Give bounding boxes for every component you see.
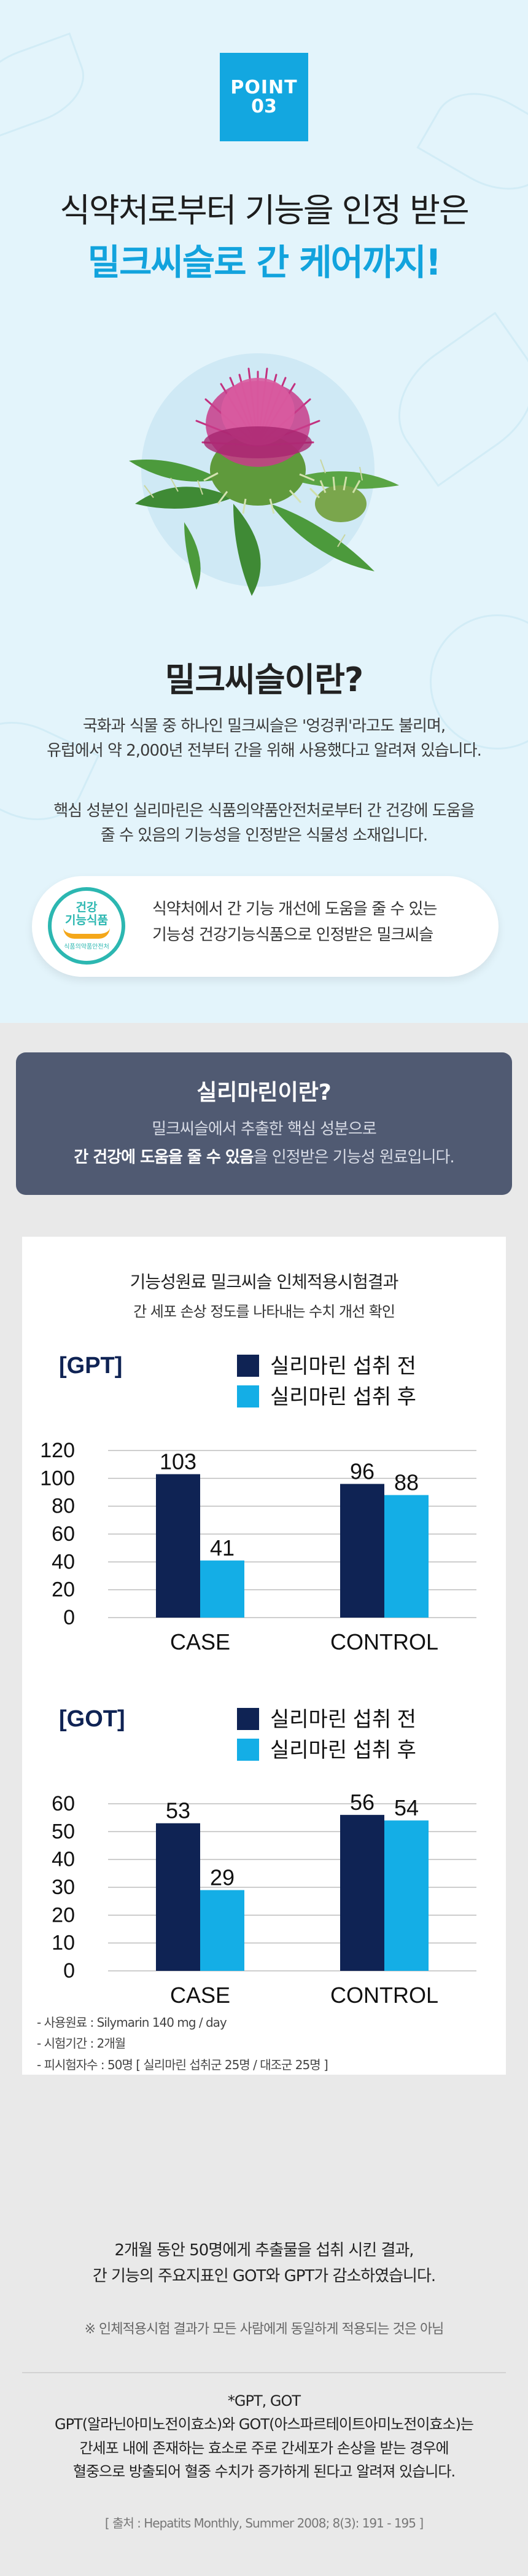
footnote-line: 혈중으로 방출되어 혈중 수치가 증가하게 된다고 알려져 있습니다. [72, 2463, 456, 2481]
divider [22, 2372, 506, 2373]
logo-arc [63, 928, 110, 939]
legend-swatch [237, 1708, 259, 1730]
bar [156, 1823, 200, 1971]
silymarin-description: 핵심 성분인 실리마린은 식품의약품안전처로부터 간 건강에 도움을 줄 수 있… [0, 799, 528, 848]
y-tick-label: 40 [52, 1550, 75, 1573]
study-subtitle: 간 세포 손상 정도를 나타내는 수치 개선 확인 [133, 1303, 395, 1320]
text-line: 줄 수 있음의 기능성을 인정받은 식물성 소재입니다. [100, 826, 428, 845]
note-line: - 피시험자수 : 50명 [ 실리마린 섭취군 25명 / 대조군 25명 ] [37, 2057, 328, 2072]
text-line: 핵심 성분인 실리마린은 식품의약품안전처로부터 간 건강에 도움을 [53, 802, 475, 820]
text-line: 유럽에서 약 2,000년 전부터 간을 위해 사용했다고 알려져 있습니다. [47, 742, 482, 761]
heading-sub: 식약처로부터 기능을 인정 받은 [60, 191, 469, 230]
data-label: 54 [394, 1795, 419, 1820]
study-results-card: 기능성원료 밀크씨슬 인체적용시험결과 간 세포 손상 정도를 나타내는 수치 … [22, 1237, 506, 2075]
x-tick-label: CASE [170, 1983, 230, 2008]
silymarin-title: 실리마린이란? [196, 1080, 332, 1105]
logo-text: 식품의약품안전처 [64, 944, 109, 951]
bar [340, 1815, 384, 1971]
y-tick-label: 80 [52, 1495, 75, 1518]
text-line: 간 기능의 주요지표인 GOT와 GPT가 감소하였습니다. [92, 2266, 436, 2285]
heading-main: 밀크씨슬로 간 케어까지! [87, 241, 441, 283]
silymarin-info-box: 실리마린이란? 밀크씨슬에서 추출한 핵심 성분으로 간 건강에 도움을 줄 수… [16, 1052, 512, 1195]
study-conclusion: 2개월 동안 50명에게 추출물을 섭취 시킨 결과, 간 기능의 주요지표인 … [0, 2238, 528, 2289]
legend-label: 실리마린 섭취 후 [270, 1385, 416, 1409]
legend-swatch [237, 1739, 259, 1761]
silymarin-highlight: 간 건강에 도움을 줄 수 있음 [74, 1148, 254, 1167]
study-notes: - 사용원료 : Silymarin 140 mg / day - 시험기간 :… [37, 2012, 328, 2075]
source-citation: [ 출처 : Hepatits Monthly, Summer 2008; 8(… [104, 2516, 424, 2531]
data-label: 29 [210, 1865, 235, 1890]
footnote-line: *GPT, GOT [227, 2392, 301, 2410]
point-badge-label: POINT [230, 76, 298, 98]
text-line: 식약처에서 간 기능 개선에 도움을 줄 수 있는 [152, 900, 437, 918]
milk-thistle-flower-image [92, 319, 436, 602]
data-label: 96 [350, 1458, 375, 1484]
footnote: *GPT, GOT GPT(알라닌아미노전이효소)와 GOT(아스파르테이트아미… [0, 2389, 528, 2484]
silymarin-line1: 밀크씨슬에서 추출한 핵심 성분으로 [152, 1120, 377, 1138]
footnote-line: 간세포 내에 존재하는 효소로 주로 간세포가 손상을 받는 경우에 [79, 2439, 449, 2457]
bar [384, 1495, 429, 1618]
data-label: 53 [166, 1798, 190, 1823]
text-line: 2개월 동안 50명에게 추출물을 섭취 시킨 결과, [114, 2241, 414, 2260]
text-line: 기능성 건강기능식품으로 인정받은 밀크씨슬 [152, 925, 433, 944]
intro-section: POINT 03 식약처로부터 기능을 인정 받은 밀크씨슬로 간 케어까지! [0, 0, 528, 1023]
health-functional-food-logo: 건강 기능식품 식품의약품안전처 [48, 887, 125, 965]
y-tick-label: 10 [52, 1932, 75, 1955]
y-tick-label: 20 [52, 1903, 75, 1927]
chart-title: [GPT] [59, 1353, 122, 1379]
silymarin-line2-rest: 을 인정받은 기능성 원료입니다. [253, 1148, 455, 1167]
data-label: 41 [210, 1535, 235, 1560]
decorative-leaf [0, 32, 96, 140]
disclaimer: ※ 인체적용시험 결과가 모든 사람에게 동일하게 적용되는 것은 아님 [84, 2322, 445, 2337]
y-tick-label: 50 [52, 1820, 75, 1843]
x-tick-label: CASE [170, 1629, 230, 1654]
data-label: 56 [350, 1790, 375, 1815]
y-tick-label: 60 [52, 1792, 75, 1815]
text-line: 국화과 식물 중 하나인 밀크씨슬은 '엉겅퀴'라고도 불리며, [82, 717, 446, 735]
y-tick-label: 20 [52, 1578, 75, 1602]
data-label: 88 [394, 1470, 419, 1495]
note-line: - 시험기간 : 2개월 [37, 2036, 126, 2051]
bar [200, 1890, 244, 1971]
x-tick-label: CONTROL [330, 1983, 438, 2008]
data-label: 103 [160, 1449, 196, 1474]
bar [340, 1484, 384, 1618]
y-tick-label: 100 [40, 1466, 75, 1490]
silymarin-line2: 간 건강에 도움을 줄 수 있음을 인정받은 기능성 원료입니다. [16, 1145, 512, 1167]
y-tick-label: 120 [40, 1439, 75, 1462]
legend-label: 실리마린 섭취 전 [270, 1708, 416, 1731]
note-line: - 사용원료 : Silymarin 140 mg / day [37, 2015, 227, 2030]
logo-text: 건강 [76, 900, 98, 914]
study-section: 실리마린이란? 밀크씨슬에서 추출한 핵심 성분으로 간 건강에 도움을 줄 수… [0, 1023, 528, 2576]
legend-swatch [237, 1355, 259, 1377]
y-tick-label: 60 [52, 1522, 75, 1546]
chart-title: [GOT] [59, 1706, 125, 1732]
y-tick-label: 0 [63, 1606, 75, 1629]
milk-thistle-description: 국화과 식물 중 하나인 밀크씨슬은 '엉겅퀴'라고도 불리며, 유럽에서 약 … [0, 714, 528, 764]
bar [156, 1474, 200, 1618]
footnote-line: GPT(알라닌아미노전이효소)와 GOT(아스파르테이트아미노전이효소)는 [54, 2416, 474, 2433]
legend-swatch [237, 1385, 259, 1407]
legend-label: 실리마린 섭취 후 [270, 1739, 416, 1762]
certification-text: 식약처에서 간 기능 개선에 도움을 줄 수 있는 기능성 건강기능식품으로 인… [152, 897, 484, 948]
x-tick-label: CONTROL [330, 1629, 438, 1654]
bar [200, 1560, 244, 1618]
bar [384, 1820, 429, 1971]
logo-text: 기능식품 [65, 913, 108, 927]
y-tick-label: 40 [52, 1848, 75, 1871]
y-tick-label: 30 [52, 1876, 75, 1899]
certification-pill: 건강 기능식품 식품의약품안전처 식약처에서 간 기능 개선에 도움을 줄 수 … [32, 876, 499, 977]
legend-label: 실리마린 섭취 전 [270, 1355, 416, 1378]
study-title: 기능성원료 밀크씨슬 인체적용시험결과 [130, 1272, 399, 1292]
point-badge-number: 03 [251, 96, 277, 117]
milk-thistle-title: 밀크씨슬이란? [165, 660, 363, 699]
y-tick-label: 0 [63, 1959, 75, 1983]
point-badge: POINT 03 [220, 53, 308, 141]
